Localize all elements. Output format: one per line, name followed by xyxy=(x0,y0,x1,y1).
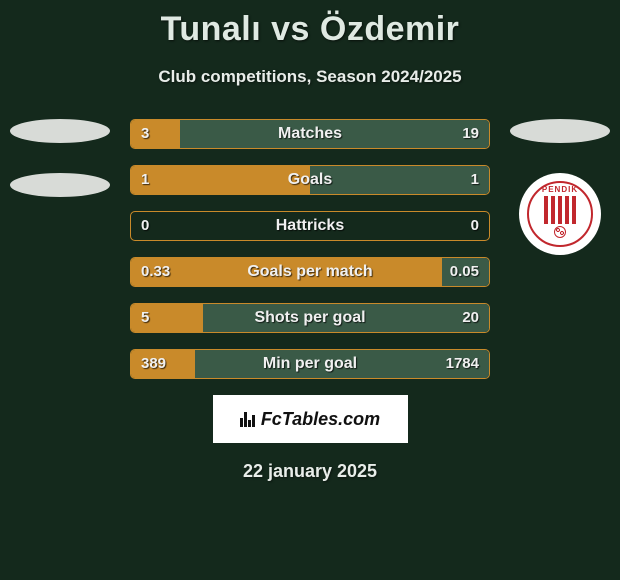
ellipse-icon xyxy=(10,173,110,197)
stat-row: 00Hattricks xyxy=(130,211,490,241)
stats-rows: 319Matches 11Goals 00Hattricks 0.330.05Goal… xyxy=(130,119,490,379)
club-stripes-icon xyxy=(540,196,580,224)
club-badge-right: PENDIK xyxy=(519,173,601,255)
stat-label: Min per goal xyxy=(131,350,489,378)
club-name-label: PENDIK xyxy=(542,185,578,194)
subtitle: Club competitions, Season 2024/2025 xyxy=(0,67,620,87)
stat-label: Goals per match xyxy=(131,258,489,286)
player-left-badges xyxy=(10,119,110,227)
stat-label: Matches xyxy=(131,120,489,148)
ellipse-icon xyxy=(510,119,610,143)
football-icon xyxy=(554,226,566,238)
stat-row: 0.330.05Goals per match xyxy=(130,257,490,287)
player-right-badges: PENDIK xyxy=(510,119,610,255)
brand-label: FcTables.com xyxy=(261,409,380,430)
stat-row: 520Shots per goal xyxy=(130,303,490,333)
comparison-content: PENDIK 319Matches 11Goals 00Hattricks 0.330… xyxy=(0,119,620,482)
stat-label: Goals xyxy=(131,166,489,194)
stat-row: 11Goals xyxy=(130,165,490,195)
ellipse-icon xyxy=(10,119,110,143)
stat-row: 319Matches xyxy=(130,119,490,149)
date-label: 22 january 2025 xyxy=(0,461,620,482)
chart-icon xyxy=(240,412,255,427)
brand-box: FcTables.com xyxy=(213,395,408,443)
stat-row: 3891784Min per goal xyxy=(130,349,490,379)
stat-label: Hattricks xyxy=(131,212,489,240)
club-badge-inner: PENDIK xyxy=(527,181,593,247)
stat-label: Shots per goal xyxy=(131,304,489,332)
page-title: Tunalı vs Özdemir xyxy=(0,0,620,49)
